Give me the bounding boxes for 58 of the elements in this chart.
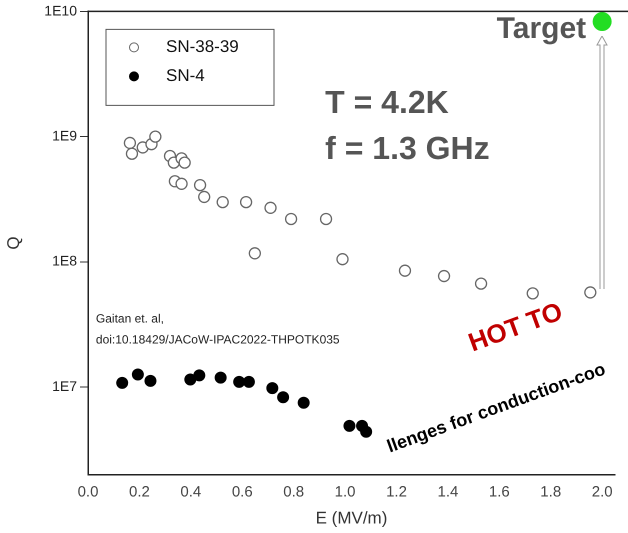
point bbox=[193, 369, 206, 382]
point bbox=[184, 373, 196, 386]
point bbox=[474, 277, 488, 290]
point bbox=[216, 196, 229, 208]
x-tick-label: 0.2 bbox=[128, 484, 150, 501]
x-tick-label: 0.0 bbox=[78, 484, 98, 501]
x-tick-label: 1.8 bbox=[540, 484, 562, 501]
point bbox=[584, 286, 596, 299]
point bbox=[592, 12, 612, 32]
point bbox=[178, 156, 191, 169]
point bbox=[248, 247, 261, 260]
point bbox=[343, 420, 356, 432]
point bbox=[126, 148, 138, 160]
point bbox=[124, 136, 136, 150]
x-tick-label: 1.4 bbox=[437, 484, 458, 501]
annotation: doi:10.18429/JACoW-IPAC2022-THPOTK035 bbox=[96, 332, 340, 347]
point bbox=[360, 426, 372, 438]
point bbox=[266, 382, 278, 394]
point bbox=[438, 270, 450, 282]
y-tick-label: 1E9 bbox=[52, 127, 78, 144]
y-tick-label: 1E10 bbox=[44, 2, 78, 18]
point bbox=[284, 212, 298, 226]
point bbox=[336, 253, 349, 266]
y-tick-label: 1E7 bbox=[52, 378, 78, 394]
annotation: Target bbox=[496, 12, 586, 45]
point bbox=[132, 368, 144, 381]
point bbox=[298, 396, 310, 409]
x-tick-label: 0.4 bbox=[180, 484, 202, 501]
point bbox=[149, 130, 162, 143]
point bbox=[240, 196, 252, 208]
annotation: f = 1.3 GHz bbox=[325, 130, 490, 166]
point bbox=[526, 287, 539, 300]
point bbox=[194, 178, 206, 192]
legend-label: SN-38-39 bbox=[166, 37, 239, 56]
point bbox=[320, 212, 332, 226]
x-tick-label: 0.8 bbox=[283, 484, 304, 501]
point bbox=[144, 374, 156, 387]
point bbox=[233, 376, 246, 388]
point bbox=[277, 391, 290, 404]
x-tick-label: 1.0 bbox=[334, 484, 356, 501]
y-tick-label: 1E8 bbox=[52, 252, 78, 269]
x-tick-label: 2.0 bbox=[592, 484, 613, 501]
point bbox=[116, 376, 128, 389]
point bbox=[214, 372, 227, 384]
y-axis-title: Q bbox=[4, 236, 23, 250]
point bbox=[264, 202, 277, 214]
x-axis-title: E (MV/m) bbox=[316, 508, 388, 528]
annotation: T = 4.2K bbox=[325, 84, 449, 120]
x-tick-label: 0.6 bbox=[232, 484, 253, 501]
x-tick-label: 1.2 bbox=[386, 484, 407, 501]
annotation: Gaitan et. al, bbox=[96, 312, 164, 326]
point bbox=[198, 190, 210, 204]
point bbox=[398, 264, 412, 277]
legend-label: SN-4 bbox=[166, 66, 205, 86]
x-tick-label: 1.6 bbox=[488, 484, 510, 501]
point bbox=[242, 376, 255, 388]
annotation: HOT TO bbox=[464, 296, 566, 358]
point bbox=[175, 178, 188, 190]
